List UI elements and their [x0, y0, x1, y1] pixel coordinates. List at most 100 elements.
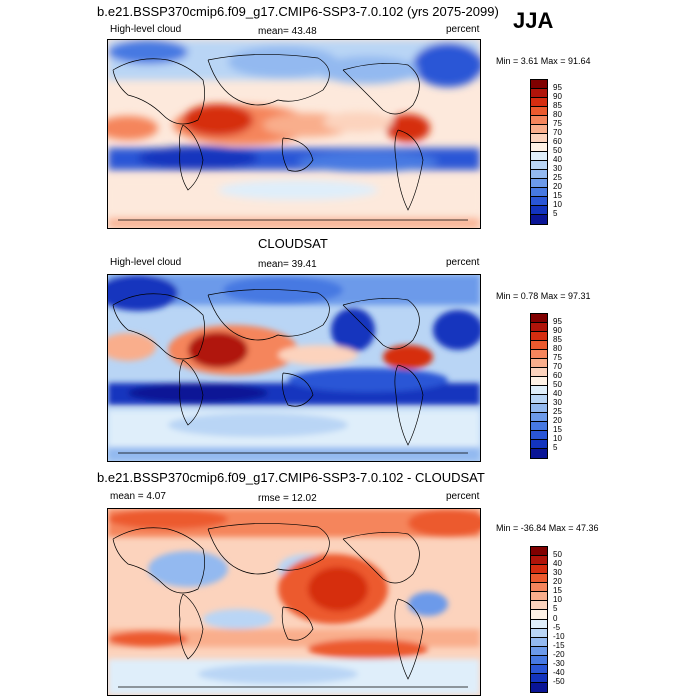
panel3-map: [107, 508, 481, 696]
panel3-colorbar-swatch: [531, 673, 547, 683]
panel2-colorbar-tick-label: 5: [553, 443, 558, 452]
panel2-colorbar-swatch: [531, 368, 547, 377]
panel2-variable-label: High-level cloud: [110, 257, 182, 268]
panel2-colorbar-tick-label: 50: [553, 380, 562, 389]
panel2-map: [107, 274, 481, 462]
panel3-colorbar-swatch: [531, 556, 547, 566]
panel3-colorbar-tick-label: 10: [553, 595, 562, 605]
panel2-colorbar-swatch: [531, 377, 547, 386]
panel2-colorbar-tick-label: 10: [553, 434, 562, 443]
panel1-colorbar-tick-label: 10: [553, 200, 562, 209]
panel2-colorbar-swatch: [531, 413, 547, 422]
panel2-mean-label: mean= 39.41: [258, 259, 317, 270]
panel1-units-label: percent: [446, 24, 480, 35]
panel3-colorbar-tick-label: -40: [553, 667, 565, 677]
panel1-colorbar-swatch: [531, 143, 547, 152]
panel3-colorbar-swatch: [531, 592, 547, 602]
panel1-colorbar-swatch: [531, 107, 547, 116]
panel3-colorbar-tick-label: 0: [553, 613, 558, 623]
panel1-minmax: Min = 3.61 Max = 91.64: [496, 56, 591, 66]
panel1-colorbar-tick-label: 85: [553, 101, 562, 110]
panel1-colorbar-tick-label: 95: [553, 83, 562, 92]
panel3-colorbar-tick-label: -5: [553, 622, 561, 632]
panel2-colorbar-swatch: [531, 422, 547, 431]
panel2-colorbar-swatch: [531, 431, 547, 440]
panel2-colorbar-swatch: [531, 350, 547, 359]
panel1-colorbar-tick-label: 25: [553, 173, 562, 182]
panel1-colorbar-swatch: [531, 197, 547, 206]
panel3-colorbar-swatch: [531, 583, 547, 593]
panel2-colorbar-swatch: [531, 341, 547, 350]
panel2-colorbar-swatch: [531, 449, 547, 458]
panel1-colorbar-tick-label: 80: [553, 110, 562, 119]
panel2-colorbar-tick-label: 40: [553, 389, 562, 398]
panel3-mean-label: mean = 4.07: [110, 491, 166, 502]
panel2-units-label: percent: [446, 257, 480, 268]
panel2-colorbar-tick-label: 15: [553, 425, 562, 434]
panel3-colorbar-swatch: [531, 664, 547, 674]
season-label: JJA: [513, 8, 554, 33]
panel3-colorbar-tick-label: -10: [553, 631, 565, 641]
panel1-colorbar-tick-label: 5: [553, 209, 558, 218]
panel3-title: b.e21.BSSP370cmip6.f09_g17.CMIP6-SSP3-7.…: [97, 470, 485, 485]
panel3-colorbar-swatch: [531, 565, 547, 575]
panel3-minmax: Min = -36.84 Max = 47.36: [496, 523, 599, 533]
panel1-colorbar-swatch: [531, 179, 547, 188]
panel1-colorbar-swatch: [531, 80, 547, 89]
panel2-colorbar-swatch: [531, 359, 547, 368]
panel1-colorbar-swatch: [531, 116, 547, 125]
panel1-colorbar-swatch: [531, 89, 547, 98]
panel3-colorbar-swatch: [531, 655, 547, 665]
panel3-colorbar-swatch: [531, 682, 547, 692]
panel1-colorbar-swatch: [531, 125, 547, 134]
panel2-colorbar-swatch: [531, 386, 547, 395]
panel1-title: b.e21.BSSP370cmip6.f09_g17.CMIP6-SSP3-7.…: [97, 4, 499, 19]
panel2-colorbar-tick-label: 90: [553, 326, 562, 335]
panel2-colorbar-swatch: [531, 395, 547, 404]
panel2-colorbar-swatch: [531, 323, 547, 332]
panel1-colorbar-swatch: [531, 188, 547, 197]
panel3-colorbar-swatch: [531, 601, 547, 611]
panel2-colorbar-tick-label: 75: [553, 353, 562, 362]
panel1-colorbar-swatch: [531, 98, 547, 107]
panel3-colorbar-swatch: [531, 637, 547, 647]
panel1-colorbar-tick-label: 70: [553, 128, 562, 137]
panel1-colorbar-swatch: [531, 134, 547, 143]
panel2-colorbar-tick-label: 25: [553, 407, 562, 416]
panel1-colorbar-tick-label: 75: [553, 119, 562, 128]
panel3-colorbar-tick-label: 50: [553, 550, 562, 560]
panel2-minmax: Min = 0.78 Max = 97.31: [496, 291, 591, 301]
panel1-colorbar-swatch: [531, 170, 547, 179]
panel2-colorbar-swatch: [531, 314, 547, 323]
panel3-colorbar-tick-label: 5: [553, 604, 558, 614]
panel1-colorbar-tick-label: 40: [553, 155, 562, 164]
panel2-title: CLOUDSAT: [258, 236, 328, 251]
panel3-colorbar-swatch: [531, 619, 547, 629]
panel3-colorbar-tick-label: 40: [553, 559, 562, 569]
panel1-colorbar-tick-label: 60: [553, 137, 562, 146]
panel3-colorbar-tick-label: 15: [553, 586, 562, 596]
panel1-colorbar-swatch: [531, 161, 547, 170]
panel1-map: [107, 39, 481, 229]
panel3-colorbar-tick-label: -20: [553, 649, 565, 659]
panel3-colorbar-tick-label: 20: [553, 577, 562, 587]
panel2-colorbar-swatch: [531, 440, 547, 449]
panel2-colorbar-tick-label: 70: [553, 362, 562, 371]
panel1-colorbar-tick-label: 15: [553, 191, 562, 200]
panel1-colorbar-tick-label: 90: [553, 92, 562, 101]
panel2-colorbar-tick-label: 20: [553, 416, 562, 425]
panel3-colorbar-tick-label: -30: [553, 658, 565, 668]
panel3-colorbar-swatch: [531, 547, 547, 557]
panel2-colorbar-swatch: [531, 404, 547, 413]
panel2-colorbar-tick-label: 60: [553, 371, 562, 380]
panel1-colorbar-swatch: [531, 215, 547, 224]
panel1-colorbar-tick-label: 20: [553, 182, 562, 191]
panel3-colorbar-tick-label: -50: [553, 676, 565, 686]
panel3-colorbar-tick-label: -15: [553, 640, 565, 650]
panel3-colorbar-swatch: [531, 574, 547, 584]
panel2-colorbar-tick-label: 85: [553, 335, 562, 344]
panel3-units-label: percent: [446, 491, 480, 502]
panel3-colorbar-swatch: [531, 646, 547, 656]
panel3-colorbar-tick-label: 30: [553, 568, 562, 578]
panel2-colorbar-tick-label: 95: [553, 317, 562, 326]
